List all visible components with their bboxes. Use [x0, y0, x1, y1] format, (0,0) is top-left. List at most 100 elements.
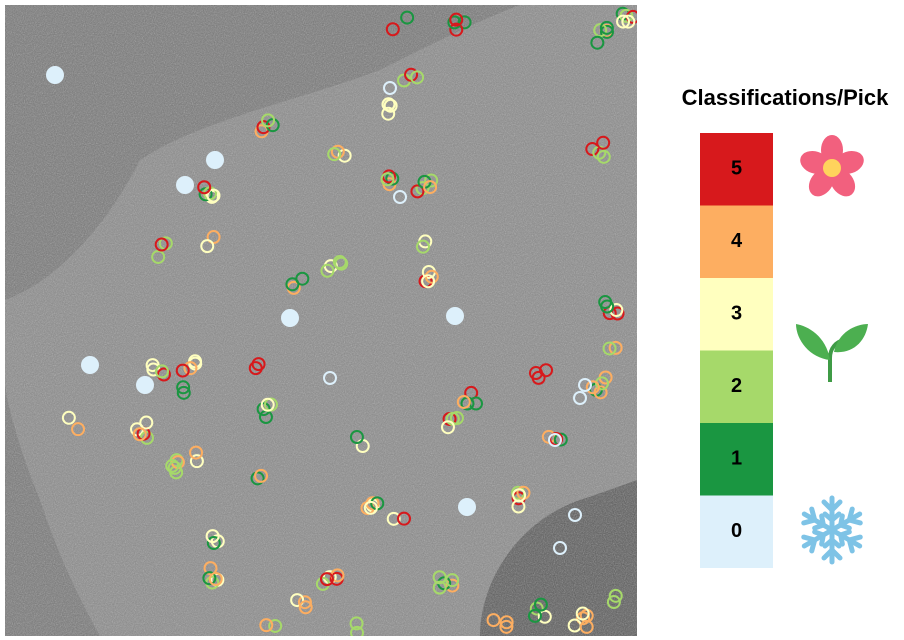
- pick-circle: [327, 147, 342, 162]
- pick-circle: [380, 172, 395, 187]
- pick-circle: [197, 180, 212, 195]
- pick-circle: [320, 263, 335, 278]
- pick-circle: [590, 35, 605, 50]
- pick-circle: [176, 385, 191, 400]
- pick-circle: [319, 572, 334, 587]
- pick-circle: [415, 239, 430, 254]
- legend-swatch: [700, 495, 773, 568]
- pick-circle: [175, 363, 190, 378]
- pick-circle: [616, 14, 631, 29]
- pick-circle: [578, 378, 592, 392]
- legend-label: 4: [731, 230, 743, 252]
- legend-title: Classifications/Pick: [682, 85, 889, 110]
- pick-circle: [189, 445, 204, 460]
- leaf-icon: [796, 324, 868, 382]
- legend-label: 1: [731, 448, 742, 470]
- pick-circle: [139, 430, 154, 445]
- pick-circle: [457, 15, 472, 30]
- pick-circle: [151, 249, 166, 264]
- pick-circle: [385, 171, 400, 186]
- pick-circle: [594, 376, 609, 391]
- pick-circle: [602, 341, 617, 356]
- pick-circle: [596, 135, 611, 150]
- pick-circle: [397, 511, 412, 526]
- pick-circle: [332, 255, 347, 270]
- pick-circle: [154, 364, 169, 379]
- pick-circle: [250, 471, 265, 486]
- pick-circle: [261, 113, 276, 128]
- pick-circle: [410, 184, 425, 199]
- pick-circle: [456, 394, 471, 409]
- pick-circle: [400, 10, 415, 25]
- pick-circle: [383, 81, 397, 95]
- pick-circle: [449, 12, 464, 27]
- pick-circle: [323, 371, 337, 385]
- pick-circle: [256, 402, 271, 417]
- pick-circle: [537, 609, 552, 624]
- pick-circle: [176, 176, 194, 194]
- pick-circle: [259, 618, 274, 633]
- pick-circle: [298, 600, 313, 615]
- pick-circle: [432, 580, 447, 595]
- pick-circle: [447, 15, 462, 30]
- pick-circle: [203, 561, 218, 576]
- flower-icon: [800, 135, 864, 197]
- pick-circle: [297, 595, 312, 610]
- pick-circle: [206, 230, 221, 245]
- pick-circle: [539, 363, 554, 378]
- pick-circle: [621, 14, 636, 29]
- pick-circle: [432, 570, 447, 585]
- pick-circle: [139, 415, 154, 430]
- pick-circle: [593, 23, 608, 38]
- pick-circle: [290, 593, 305, 608]
- pick-circle: [206, 151, 224, 169]
- pick-circle: [528, 366, 543, 381]
- pick-circle: [202, 571, 217, 586]
- pick-circle: [553, 541, 567, 555]
- pick-circle: [167, 460, 182, 475]
- pick-circle: [606, 595, 621, 610]
- pick-circle: [189, 454, 204, 469]
- pick-circle: [349, 616, 364, 631]
- pick-circle: [533, 597, 548, 612]
- pick-circle: [205, 529, 220, 544]
- pick-circle: [206, 536, 221, 551]
- pick-circle: [268, 618, 283, 633]
- legend-swatch: [700, 133, 773, 206]
- pick-circle: [71, 422, 86, 437]
- pick-circle: [165, 458, 180, 473]
- pick-circle: [568, 508, 582, 522]
- pick-circle: [363, 500, 378, 515]
- legend-label: 5: [731, 158, 742, 180]
- pick-circle: [440, 420, 455, 435]
- pick-circle: [548, 433, 562, 447]
- micrograph: [5, 5, 637, 636]
- pick-circle: [265, 118, 280, 133]
- pick-circle: [136, 376, 154, 394]
- pick-circle: [421, 274, 436, 289]
- pick-circle: [512, 488, 527, 503]
- legend-label: 2: [731, 375, 742, 397]
- pick-circle: [206, 188, 221, 203]
- pick-circle: [350, 625, 365, 636]
- pick-circle: [381, 106, 396, 121]
- pick-circle: [445, 573, 460, 588]
- pick-circle: [529, 601, 544, 616]
- pick-circle: [145, 358, 160, 373]
- legend-swatch: [700, 205, 773, 278]
- pick-circle: [188, 354, 203, 369]
- pick-circle: [208, 572, 223, 587]
- pick-circle: [337, 148, 352, 163]
- pick-circle: [599, 20, 614, 35]
- pick-circle: [579, 619, 594, 634]
- pick-circle: [383, 98, 398, 113]
- picks: [46, 6, 637, 636]
- pick-circle: [553, 432, 568, 447]
- pick-circle: [486, 613, 501, 628]
- snowflake-icon: [800, 495, 863, 562]
- pick-circle: [410, 70, 425, 85]
- pick-circle: [599, 24, 614, 39]
- pick-circle: [608, 588, 623, 603]
- pick-circle: [527, 608, 542, 623]
